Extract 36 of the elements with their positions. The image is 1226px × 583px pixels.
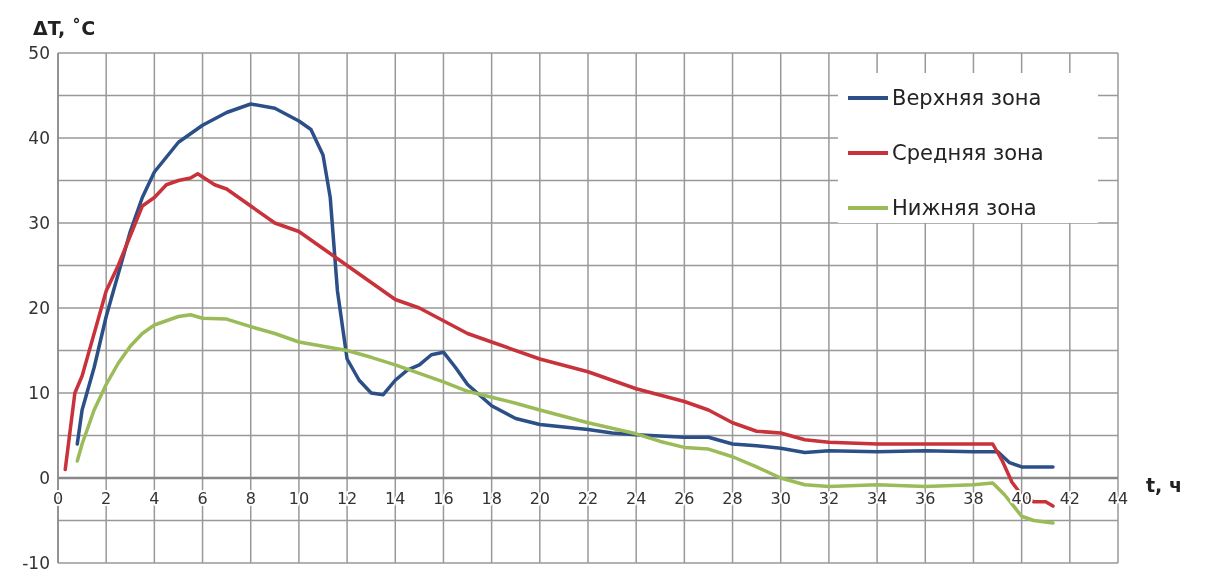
y-tick-label: 50 <box>28 42 50 63</box>
x-tick-label: 26 <box>674 489 695 508</box>
y-tick-label: 30 <box>28 212 50 233</box>
x-tick-label: 28 <box>722 489 743 508</box>
x-tick-label: 36 <box>915 489 936 508</box>
x-tick-label: 34 <box>866 489 888 508</box>
y-tick-label: -10 <box>22 552 50 573</box>
x-tick-label: 12 <box>336 489 358 508</box>
legend-label: Верхняя зона <box>892 86 1042 111</box>
line-series <box>63 171 1055 508</box>
y-tick-label: 40 <box>28 127 50 148</box>
y-tick-label: 10 <box>28 382 50 403</box>
x-tick-label: 14 <box>385 489 406 508</box>
y-tick-label: 20 <box>28 297 50 318</box>
x-tick-label: 2 <box>101 489 112 508</box>
x-tick-label: 8 <box>245 489 256 508</box>
x-tick-label: 18 <box>481 489 502 508</box>
legend-label: Нижняя зона <box>892 196 1037 221</box>
x-tick-label: 0 <box>52 489 64 508</box>
y-axis-title: ΔT, ˚C <box>33 17 96 39</box>
x-tick-label: 24 <box>626 489 647 508</box>
x-tick-label: 22 <box>577 489 599 508</box>
x-tick-label: 42 <box>1059 489 1080 508</box>
line-series <box>75 313 1055 525</box>
x-axis-title: t, ч <box>1146 474 1182 496</box>
x-tick-label: 10 <box>288 489 310 508</box>
legend-label: Средняя зона <box>892 141 1044 166</box>
x-tick-label: 38 <box>963 489 984 508</box>
x-tick-label: 20 <box>529 489 550 508</box>
x-tick-label: 32 <box>818 489 840 508</box>
y-tick-label: 0 <box>39 467 50 488</box>
x-tick-label: 44 <box>1107 489 1129 508</box>
x-tick-label: 4 <box>149 489 160 508</box>
x-tick-label: 30 <box>770 489 791 508</box>
x-tick-label: 16 <box>433 489 454 508</box>
x-tick-label: 6 <box>197 489 208 508</box>
